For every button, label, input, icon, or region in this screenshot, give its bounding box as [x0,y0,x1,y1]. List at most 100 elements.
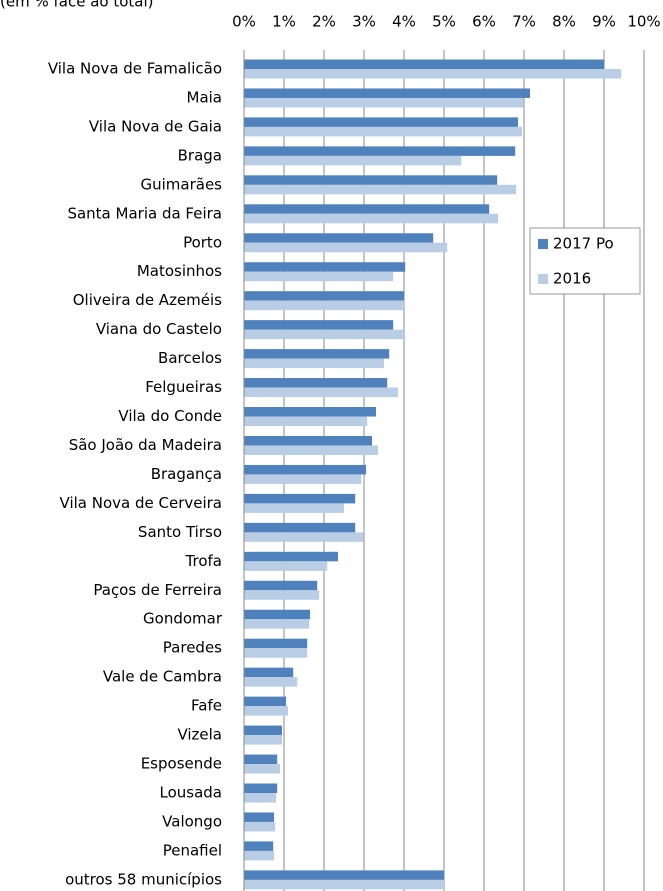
bar [244,416,368,427]
y-tick-label: Fafe [191,697,222,715]
bar [244,503,344,513]
x-tick-label: 10% [627,13,660,31]
bar [244,648,308,658]
bar [244,126,522,137]
bar [244,474,362,484]
legend-label: 2017 Po [553,235,614,253]
y-tick-label: Vale de Cambra [103,668,222,686]
bar [244,271,394,282]
bar [244,850,274,861]
y-tick-label: Felgueiras [145,378,222,396]
bar [244,493,356,504]
bar [244,870,444,880]
x-tick-label: 9% [592,13,616,31]
bar [244,532,364,542]
bar [244,696,286,707]
bar [244,349,390,359]
x-tick-label: 0% [232,13,256,31]
legend-swatch [538,274,548,284]
bar [244,407,376,417]
bar [244,609,310,620]
bar [244,291,404,301]
legend-label: 2016 [553,270,591,288]
bar [244,764,280,774]
bar [244,262,406,272]
bar [244,59,604,69]
bar [244,97,524,108]
y-tick-label: Porto [183,233,222,251]
bar [244,754,278,765]
x-tick-label: 2% [312,13,336,31]
y-tick-label: Paredes [163,639,222,657]
x-tick-label: 6% [472,13,496,31]
bar [244,146,516,156]
bar [244,522,356,533]
bar [244,175,498,185]
y-tick-label: Bragança [151,465,222,483]
y-tick-label: Santa Maria da Feira [67,204,222,222]
y-tick-label: Vila do Conde [118,407,222,425]
bar [244,580,318,591]
bar [244,879,444,890]
x-tick-label: 3% [352,13,376,31]
bar [244,735,282,745]
y-tick-label: São João da Madeira [69,436,222,454]
bar [244,320,394,330]
bar [244,69,622,79]
bar [244,358,384,369]
bar [244,812,274,822]
legend-swatch [538,239,548,249]
y-tick-label: Oliveira de Azeméis [73,291,222,309]
x-tick-label: 7% [512,13,536,31]
bar [244,213,498,224]
bar [244,300,404,311]
bar [244,551,338,562]
bar [244,329,404,340]
bar [244,638,308,649]
y-tick-label: Lousada [160,784,223,802]
bar [244,783,278,793]
bar [244,445,378,455]
chart-subtitle: (em % face ao total) [0,0,154,11]
bar [244,561,328,571]
y-tick-label: Vila Nova de Gaia [89,117,222,135]
x-tick-label: 8% [552,13,576,31]
bar [244,233,434,243]
x-tick-label: 1% [272,13,296,31]
bar [244,435,372,446]
y-tick-label: Santo Tirso [138,523,222,541]
y-tick-label: Vila Nova de Famalicão [48,60,222,78]
bar [244,184,516,195]
y-tick-label: Matosinhos [137,262,222,280]
y-tick-label: outros 58 municípios [65,870,222,888]
y-tick-label: Vila Nova de Cerveira [60,494,222,512]
bar [244,793,276,803]
bar [244,88,530,98]
bar [244,378,388,388]
x-tick-label: 4% [392,13,416,31]
x-tick-label: 5% [432,13,456,31]
y-tick-label: Vizela [177,726,222,744]
bar [244,204,490,214]
bar [244,706,288,716]
y-tick-label: Guimarães [140,175,222,193]
y-tick-label: Esposende [141,755,222,773]
bar [244,725,282,736]
bar [244,677,298,687]
y-tick-label: Braga [178,146,222,164]
y-tick-label: Valongo [162,812,222,830]
y-tick-label: Paços de Ferreira [93,581,222,599]
bar [244,387,398,398]
bar [244,155,462,166]
bar [244,619,310,629]
bar [244,667,294,678]
y-tick-label: Barcelos [158,349,222,367]
bar [244,821,276,832]
bar [244,590,320,600]
y-tick-label: Maia [187,88,223,106]
bar [244,841,274,851]
legend-box [529,227,641,295]
bar [244,117,518,127]
